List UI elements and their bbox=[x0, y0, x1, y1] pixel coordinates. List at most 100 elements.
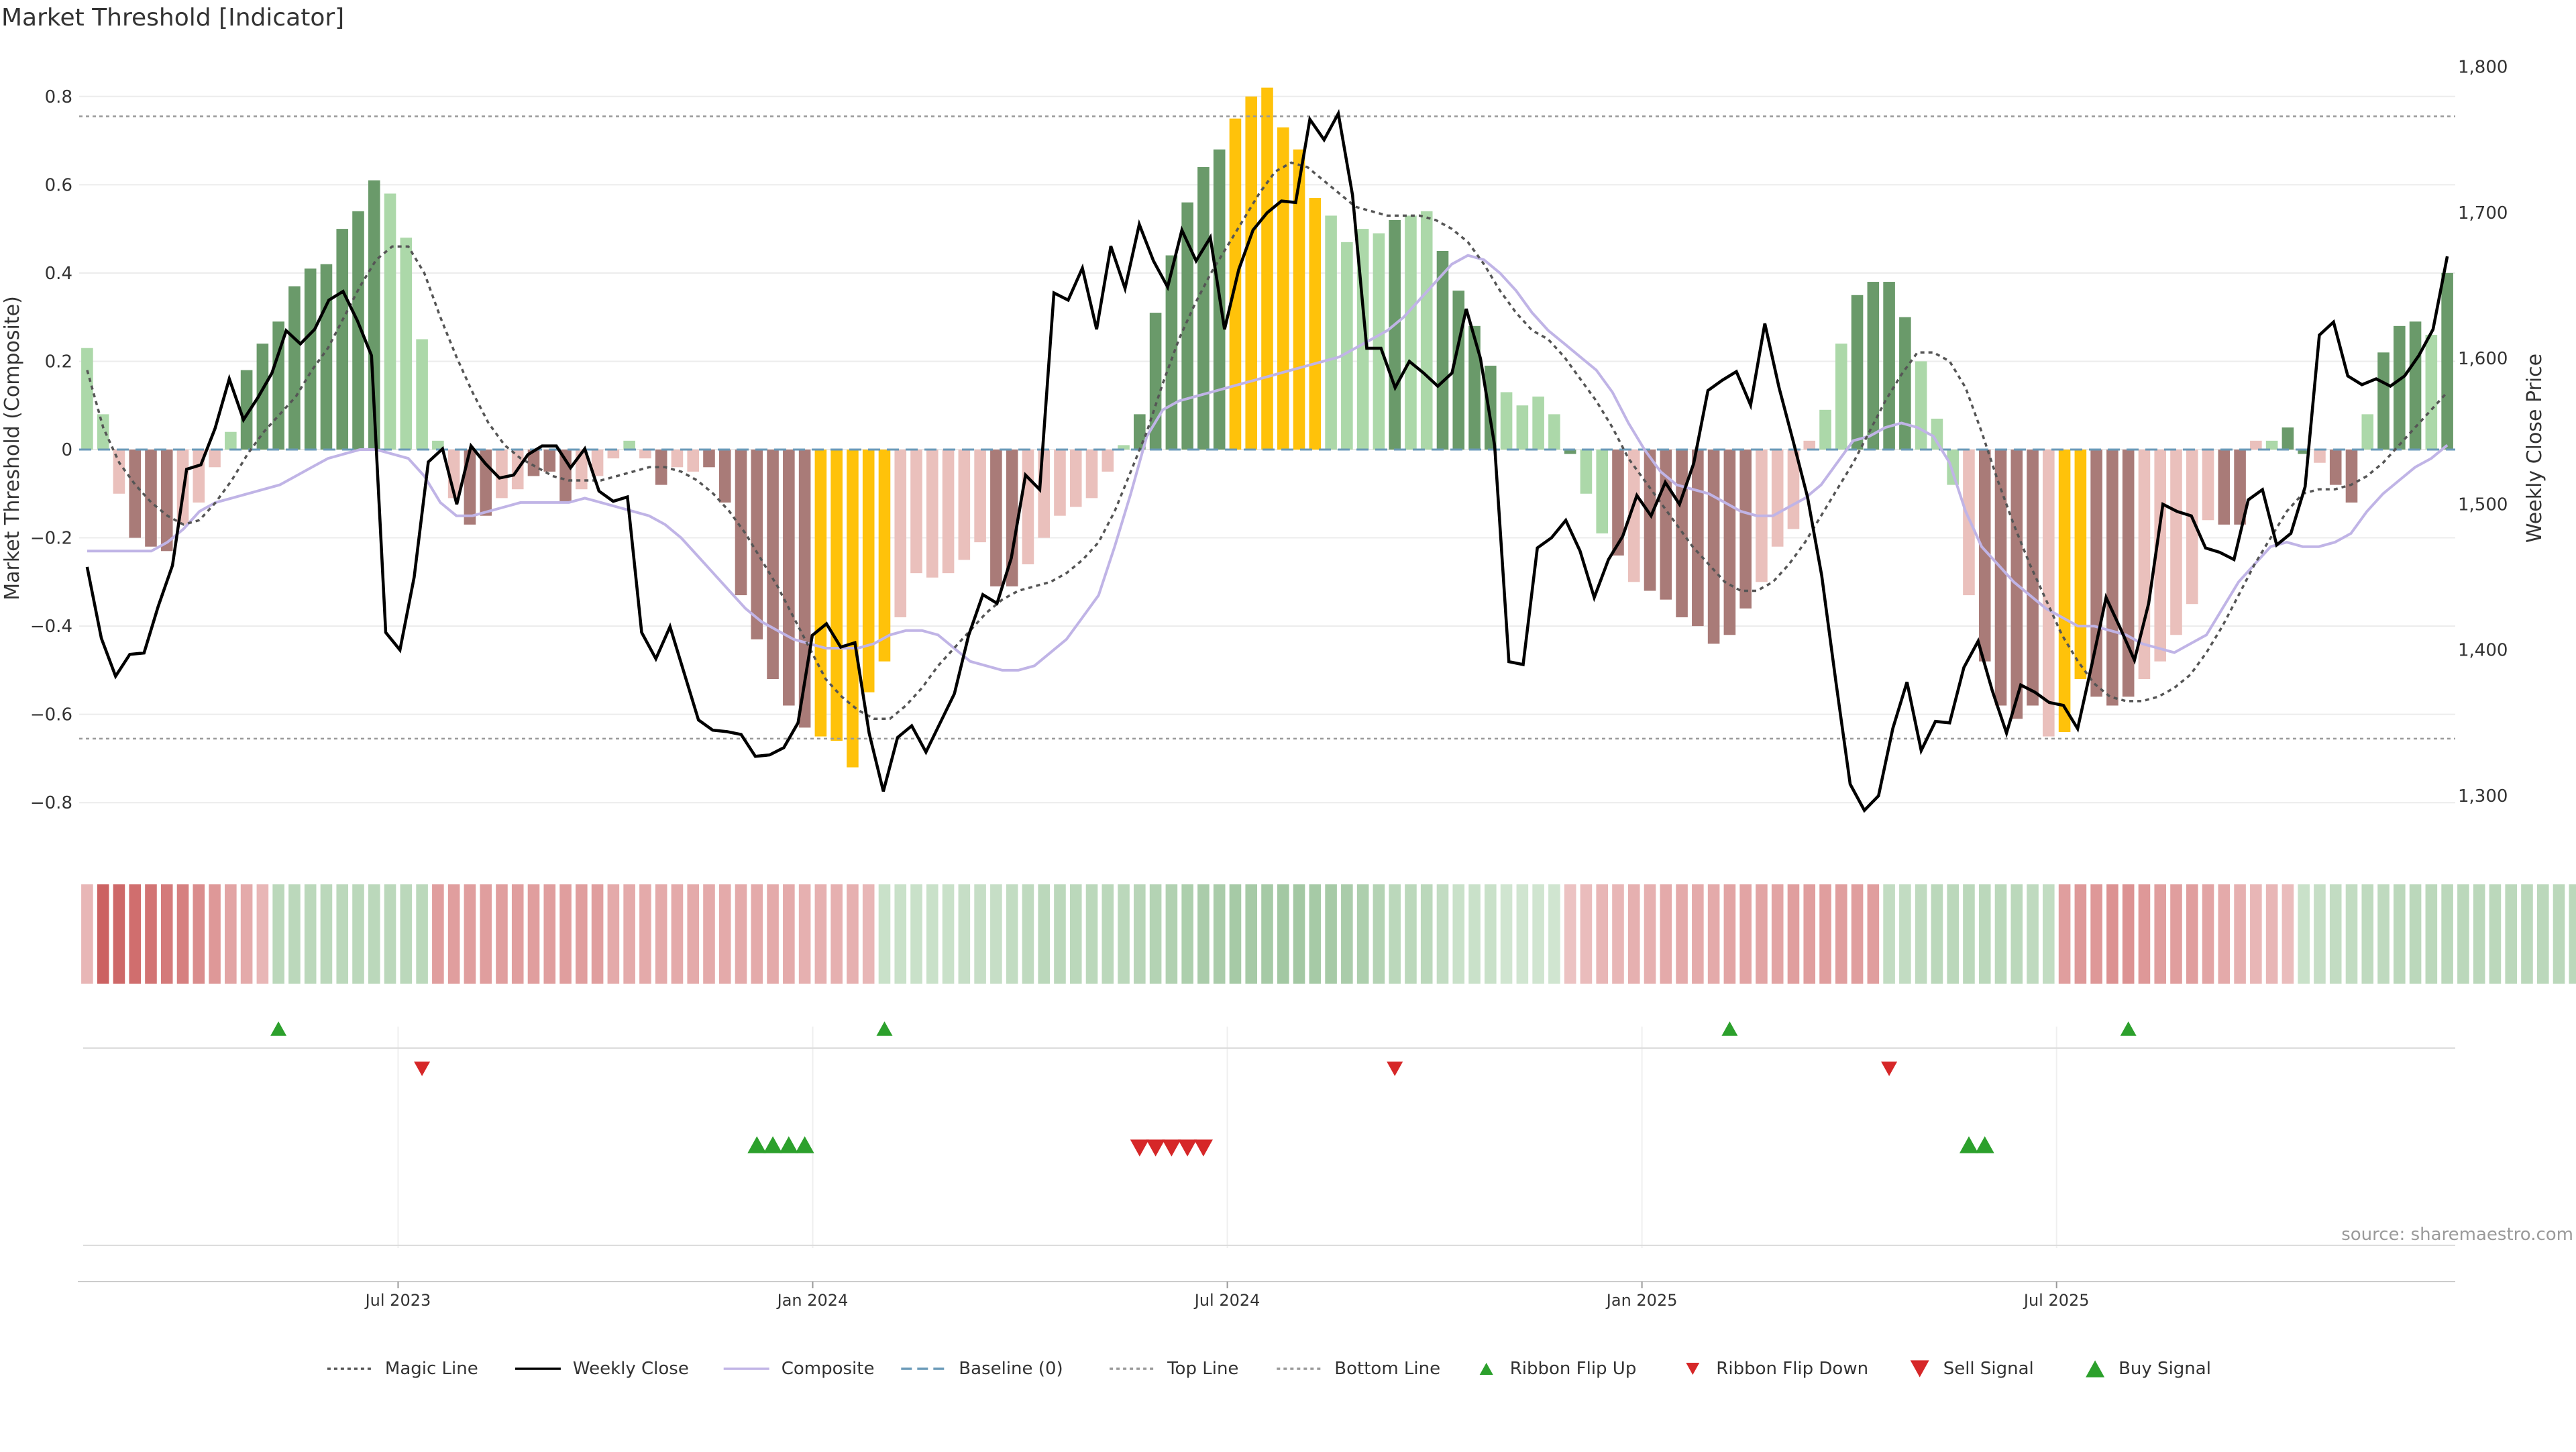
threshold-bar bbox=[1580, 450, 1593, 494]
threshold-bar bbox=[2425, 334, 2438, 450]
threshold-bar bbox=[894, 450, 907, 617]
threshold-bar bbox=[1069, 450, 1082, 507]
threshold-bar bbox=[1612, 450, 1624, 556]
ribbon-cell bbox=[910, 884, 922, 984]
ribbon-cell bbox=[2170, 884, 2182, 984]
threshold-bar bbox=[1197, 167, 1210, 450]
ribbon-cell bbox=[384, 884, 396, 984]
ribbon-cell bbox=[1420, 884, 1433, 984]
signal-markers bbox=[83, 1021, 2455, 1246]
x-tick-label: Jan 2025 bbox=[1605, 1291, 1678, 1310]
threshold-bar bbox=[1707, 450, 1720, 644]
threshold-bar bbox=[81, 348, 93, 450]
threshold-bar bbox=[2314, 450, 2326, 463]
ribbon-cell bbox=[447, 884, 460, 984]
threshold-bar bbox=[113, 450, 125, 494]
legend-label: Ribbon Flip Down bbox=[1716, 1359, 1868, 1379]
legend-label: Magic Line bbox=[385, 1359, 478, 1379]
ribbon-cell bbox=[1436, 884, 1449, 984]
threshold-bar bbox=[336, 229, 349, 450]
ribbon-cell bbox=[2186, 884, 2198, 984]
ribbon-cell bbox=[2345, 884, 2358, 984]
ribbon-cell bbox=[2282, 884, 2294, 984]
ribbon-cell bbox=[2074, 884, 2087, 984]
sell-signal-marker bbox=[1130, 1139, 1149, 1157]
threshold-bar bbox=[416, 339, 428, 450]
threshold-bar bbox=[384, 193, 396, 450]
ribbon-cell bbox=[320, 884, 333, 984]
threshold-bar bbox=[1261, 87, 1273, 450]
weekly-close-line bbox=[85, 109, 2449, 813]
source-note: source: sharemaestro.com bbox=[2341, 1225, 2573, 1245]
threshold-bar bbox=[240, 370, 253, 450]
ribbon-cell bbox=[1261, 884, 1273, 984]
ribbon-cell bbox=[1867, 884, 1880, 984]
ribbon-cell bbox=[1627, 884, 1640, 984]
threshold-bar bbox=[1564, 450, 1576, 454]
threshold-bar bbox=[1500, 392, 1513, 450]
threshold-bar bbox=[2074, 450, 2087, 680]
ribbon-cell bbox=[1548, 884, 1560, 984]
ribbon-strip bbox=[81, 884, 2576, 984]
ribbon-cell bbox=[990, 884, 1002, 984]
threshold-bar bbox=[2106, 450, 2118, 706]
ribbon-cell bbox=[1947, 884, 1959, 984]
threshold-bar bbox=[2058, 450, 2071, 732]
ribbon-cell bbox=[847, 884, 859, 984]
ribbon-cell bbox=[400, 884, 413, 984]
threshold-bar bbox=[304, 268, 317, 450]
ribbon-cell bbox=[735, 884, 747, 984]
threshold-bar bbox=[1692, 450, 1704, 627]
ribbon-cell bbox=[2043, 884, 2055, 984]
threshold-bar bbox=[97, 414, 109, 450]
ribbon-cell bbox=[1165, 884, 1178, 984]
x-axis: Jul 2023 Jan 2024 Jul 2024 Jan 2025 Jul 2025 bbox=[78, 1281, 2455, 1310]
threshold-bar bbox=[1899, 317, 1911, 450]
ribbon-cell bbox=[1564, 884, 1576, 984]
ribbon-cell bbox=[464, 884, 476, 984]
ribbon-cell bbox=[113, 884, 125, 984]
threshold-bar bbox=[145, 450, 157, 547]
threshold-bar bbox=[814, 450, 827, 737]
ribbon-cell bbox=[2489, 884, 2502, 984]
threshold-bar bbox=[1723, 450, 1736, 635]
threshold-bar bbox=[1931, 418, 1943, 450]
threshold-bar bbox=[958, 450, 971, 560]
threshold-bar bbox=[1038, 450, 1050, 538]
ribbon-cell bbox=[862, 884, 875, 984]
ribbon-cell bbox=[1915, 884, 1927, 984]
ribbon-cell bbox=[974, 884, 986, 984]
ribbon-cell bbox=[2553, 884, 2565, 984]
ribbon-cell bbox=[1134, 884, 1146, 984]
ribbon-cell bbox=[1931, 884, 1943, 984]
threshold-bar bbox=[2218, 450, 2231, 525]
ribbon-cell bbox=[671, 884, 684, 984]
ribbon-cell bbox=[623, 884, 635, 984]
threshold-bar bbox=[1994, 450, 2007, 706]
ribbon-cell bbox=[718, 884, 731, 984]
threshold-bar bbox=[1341, 242, 1353, 450]
threshold-bar bbox=[1022, 450, 1034, 565]
y-tick-left: 0.4 bbox=[45, 264, 72, 284]
ribbon-flip-up-marker bbox=[270, 1021, 287, 1036]
ribbon-cell bbox=[1405, 884, 1417, 984]
threshold-bar bbox=[1181, 202, 1193, 450]
ribbon-cell bbox=[2090, 884, 2102, 984]
threshold-bar bbox=[687, 450, 700, 472]
ribbon-cell bbox=[2473, 884, 2485, 984]
threshold-bar bbox=[1803, 440, 1816, 450]
buy-signal-marker bbox=[1960, 1136, 1978, 1153]
ribbon-cell bbox=[2298, 884, 2310, 984]
ribbon-flip-up-marker bbox=[1721, 1021, 1738, 1036]
chart-title: Market Threshold [Indicator] bbox=[1, 4, 344, 32]
y-axis-label-right: Weekly Close Price bbox=[2523, 354, 2546, 543]
legend-label: Buy Signal bbox=[2118, 1359, 2211, 1379]
ribbon-cell bbox=[2521, 884, 2533, 984]
ribbon-cell bbox=[1229, 884, 1242, 984]
threshold-bar bbox=[1978, 450, 1991, 662]
threshold-bar bbox=[2202, 450, 2214, 521]
ribbon-cell bbox=[2058, 884, 2071, 984]
threshold-bar bbox=[926, 450, 938, 578]
y-tick-left: −0.4 bbox=[30, 617, 72, 637]
ribbon-cell bbox=[145, 884, 157, 984]
